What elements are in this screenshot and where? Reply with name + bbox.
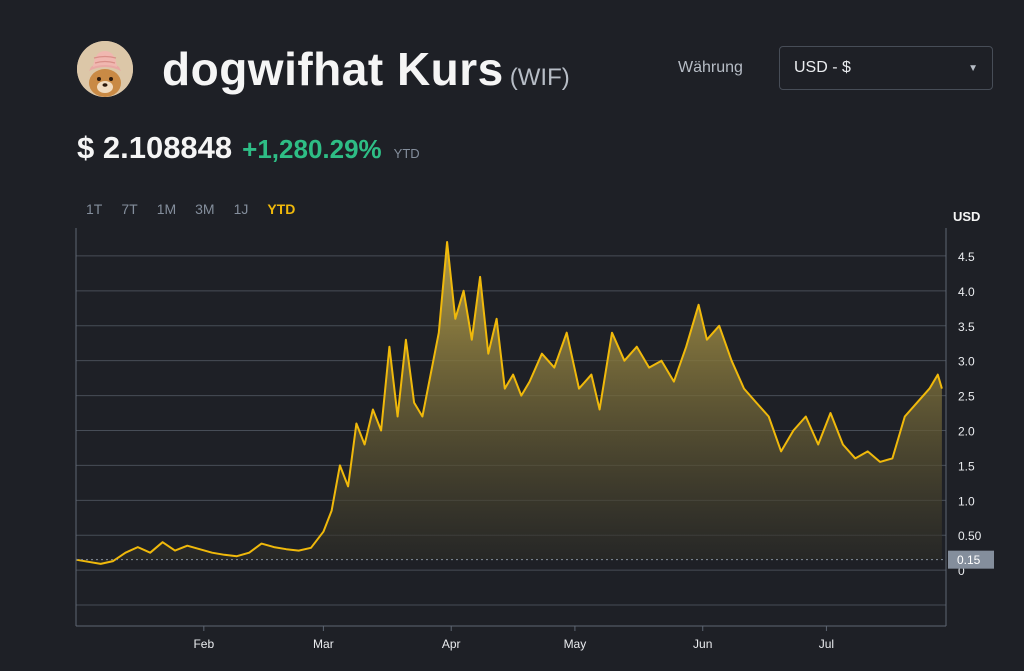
coin-name: dogwifhat Kurs — [162, 43, 504, 95]
coin-symbol: (WIF) — [509, 64, 570, 91]
range-tab-7t[interactable]: 7T — [121, 201, 138, 217]
y-tick-label: 0.50 — [958, 529, 982, 543]
currency-select[interactable]: USD - $ ▼ — [779, 46, 993, 90]
x-tick-label: Mar — [313, 637, 334, 651]
price-change-period: YTD — [393, 146, 420, 161]
coin-avatar — [77, 41, 133, 97]
page-title: dogwifhat Kurs (WIF) — [162, 42, 570, 96]
current-price-marker-box — [948, 550, 994, 569]
range-tab-1j[interactable]: 1J — [233, 201, 249, 217]
range-tab-3m[interactable]: 3M — [195, 201, 215, 217]
price-line — [75, 241, 943, 565]
x-tick-label: Apr — [442, 637, 461, 651]
time-range-tabs: 1T 7T 1M 3M 1J YTD — [86, 201, 314, 217]
y-tick-label: 3.0 — [958, 355, 975, 369]
range-tab-1t[interactable]: 1T — [86, 201, 103, 217]
price-row: $ 2.108848 +1,280.29% YTD — [77, 130, 420, 166]
y-tick-label: 1.0 — [958, 494, 975, 508]
caret-down-icon: ▼ — [968, 62, 978, 74]
x-tick-label: Feb — [193, 637, 214, 651]
x-tick-label: Jul — [819, 637, 834, 651]
currency-label: Währung — [678, 59, 743, 76]
y-tick-label: 4.5 — [958, 250, 975, 264]
currency-select-value: USD - $ — [794, 59, 851, 76]
y-tick-label: 1.5 — [958, 459, 975, 473]
current-price-marker-label: 0.15 — [957, 553, 981, 567]
y-tick-label: 2.0 — [958, 424, 975, 438]
current-price: $ 2.108848 — [77, 130, 233, 165]
range-tab-ytd[interactable]: YTD — [267, 201, 296, 217]
y-tick-label: 0 — [958, 564, 965, 578]
x-tick-label: May — [564, 637, 587, 651]
x-tick-label: Jun — [693, 637, 712, 651]
y-axis-unit-label: USD — [953, 209, 980, 224]
price-change: +1,280.29% — [242, 134, 382, 164]
dog-with-hat-avatar-icon — [77, 41, 133, 97]
y-tick-label: 4.0 — [958, 285, 975, 299]
y-tick-label: 2.5 — [958, 390, 975, 404]
y-tick-label: 3.5 — [958, 320, 975, 334]
range-tab-1m[interactable]: 1M — [156, 201, 177, 217]
price-area-fill — [76, 242, 942, 564]
